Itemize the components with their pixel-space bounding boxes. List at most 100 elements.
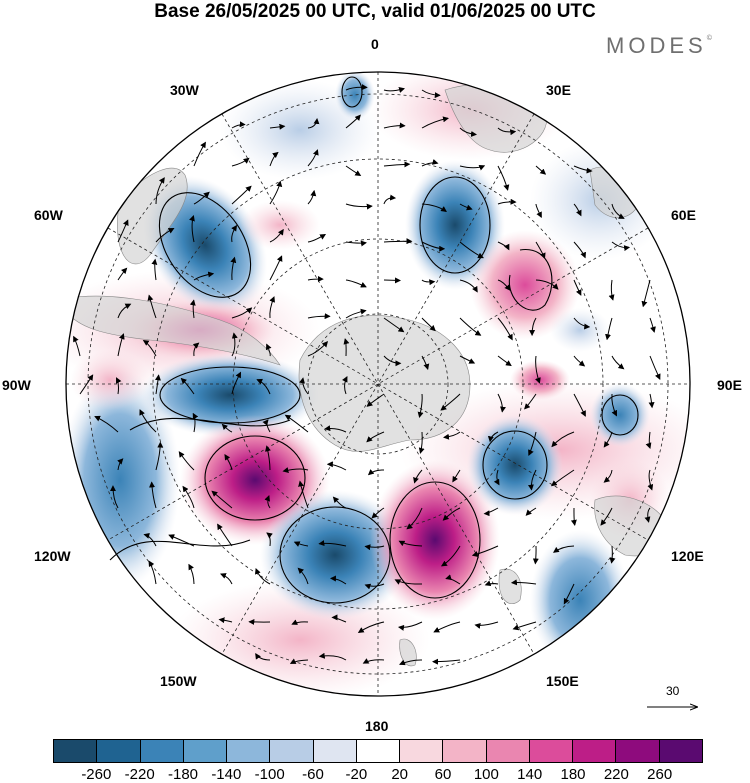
wind-vector — [151, 258, 158, 281]
wind-vector — [282, 467, 309, 473]
wind-vector — [139, 409, 157, 433]
wind-vector — [397, 621, 423, 631]
wind-vector — [459, 355, 476, 364]
wind-vector — [611, 355, 625, 370]
wind-vector — [231, 307, 253, 319]
wind-vector — [366, 431, 385, 443]
wind-vector — [459, 241, 484, 259]
wind-vector — [148, 560, 157, 585]
wind-vector — [178, 451, 195, 471]
wind-vector — [483, 507, 499, 517]
contours — [109, 76, 639, 604]
colorbar-tick-label: 60 — [434, 766, 452, 783]
wind-vector — [603, 431, 613, 448]
wind-vector — [535, 241, 546, 260]
wind-vector — [182, 485, 195, 509]
map-boundary — [65, 71, 691, 697]
wind-vector — [535, 279, 559, 290]
wind-vector — [284, 414, 309, 433]
wind-vector — [224, 453, 233, 471]
brand-mark: © — [706, 35, 712, 42]
wind-vector — [471, 545, 499, 557]
colorbar-tick-label: -140 — [211, 766, 242, 783]
wind-vector — [155, 441, 164, 471]
wind-vector — [611, 241, 631, 252]
wind-vector — [573, 317, 591, 330]
wind-vector — [445, 574, 461, 585]
lon-label-30e: 30E — [546, 82, 571, 98]
wind-vector — [649, 355, 661, 380]
lon-label-30w: 30W — [170, 82, 199, 98]
wind-vector — [413, 469, 423, 484]
wind-vector — [79, 374, 94, 395]
wind-vector — [459, 317, 482, 336]
colorbar-tick-label: 180 — [560, 766, 586, 783]
wind-vector — [231, 121, 246, 129]
wind-vector — [367, 469, 385, 476]
wind-vector — [299, 377, 309, 395]
colorbar-tick-label: -180 — [167, 766, 199, 783]
wind-vector — [255, 567, 271, 585]
wind-vector — [149, 481, 157, 509]
wind-vector — [394, 579, 423, 585]
wind-vector — [487, 431, 499, 443]
wind-vector — [459, 164, 486, 171]
wind-vector — [383, 277, 402, 284]
wind-vector — [527, 469, 537, 491]
wind-vector — [440, 545, 461, 567]
wind-vector — [342, 376, 348, 395]
wind-vector — [421, 89, 441, 99]
wind-vector — [364, 583, 385, 590]
colorbar-tick-label: -220 — [124, 766, 155, 783]
wind-vector — [383, 355, 402, 367]
wind-vector — [510, 579, 537, 586]
colorbar-segment — [616, 740, 660, 762]
wind-vector — [497, 241, 510, 251]
wind-vector — [231, 185, 252, 205]
colorbar-tick-label: -260 — [81, 766, 112, 783]
polar-map — [65, 71, 691, 697]
wind-vector — [366, 393, 385, 407]
map-title: Base 26/05/2025 00 UTC, valid 01/06/2025… — [154, 1, 596, 22]
wind-vector — [383, 317, 405, 333]
lon-label-120e: 120E — [671, 548, 704, 564]
wind-vector — [168, 534, 195, 547]
wind-vector — [117, 267, 128, 281]
wind-vector — [421, 159, 439, 167]
wind-vector — [345, 279, 367, 288]
wind-vector — [117, 219, 129, 243]
lon-label-60e: 60E — [671, 207, 696, 223]
reference-vector-arrow — [647, 700, 705, 714]
wind-vector — [528, 431, 537, 456]
wind-vector — [573, 241, 586, 259]
wind-vector — [307, 189, 317, 205]
wind-vector — [318, 652, 347, 661]
wind-vector — [73, 335, 81, 357]
wind-vector — [647, 469, 654, 491]
wind-vector — [474, 621, 499, 629]
wind-vector — [421, 203, 447, 213]
wind-vector — [608, 279, 615, 301]
wind-vector — [603, 469, 613, 483]
wind-vector — [326, 461, 347, 471]
wind-vector — [649, 317, 656, 333]
wind-vector — [605, 317, 613, 341]
wind-vector — [117, 458, 124, 471]
wind-vector — [218, 617, 233, 624]
wind-vector — [324, 425, 347, 433]
wind-vector — [297, 567, 309, 585]
wind-vector — [231, 224, 238, 243]
wind-vector — [269, 151, 279, 167]
colorbar-tick-label: 260 — [647, 766, 673, 783]
wind-vector — [188, 563, 195, 585]
wind-vector — [231, 157, 250, 167]
wind-vector — [345, 165, 362, 176]
wind-vector — [329, 575, 347, 585]
wind-vector — [269, 255, 283, 281]
wind-vector — [343, 338, 350, 357]
wind-vector — [512, 621, 537, 631]
colorbar-tick-label: 20 — [391, 766, 408, 783]
colorbar-tick-label: -20 — [345, 766, 368, 783]
wind-vector — [459, 127, 478, 137]
wind-vector — [364, 544, 385, 551]
